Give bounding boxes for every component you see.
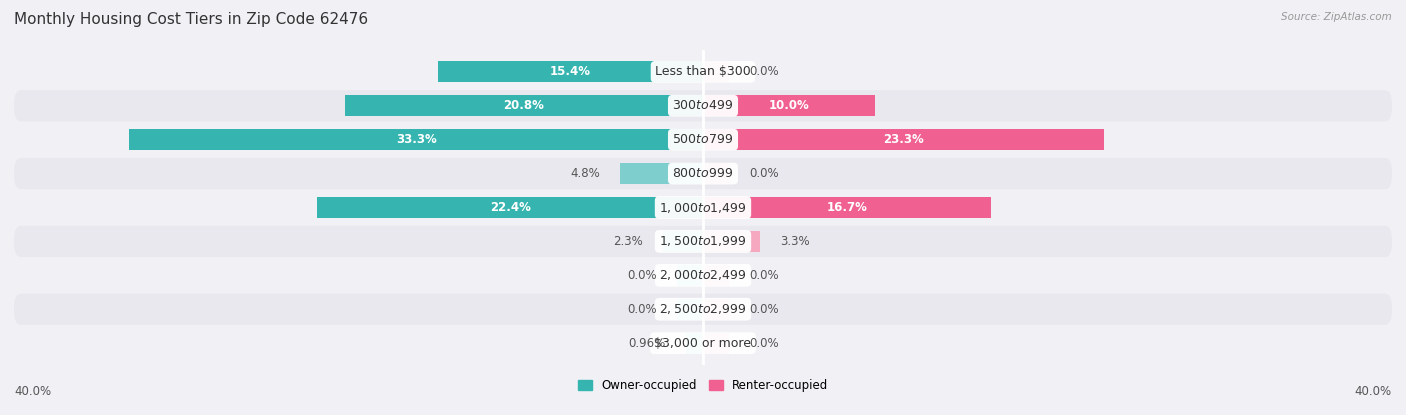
FancyBboxPatch shape [14, 90, 1392, 121]
Text: 0.0%: 0.0% [749, 269, 779, 282]
Text: 40.0%: 40.0% [1355, 386, 1392, 398]
Bar [344, 95, 703, 116]
Text: Source: ZipAtlas.com: Source: ZipAtlas.com [1281, 12, 1392, 22]
Bar [703, 265, 728, 286]
Bar [703, 197, 991, 218]
Text: 22.4%: 22.4% [489, 201, 530, 214]
Text: $800 to $999: $800 to $999 [672, 167, 734, 180]
Bar [703, 231, 759, 252]
Bar [129, 129, 703, 150]
Text: Less than $300: Less than $300 [655, 65, 751, 78]
Bar [318, 197, 703, 218]
FancyBboxPatch shape [14, 260, 1392, 291]
FancyBboxPatch shape [14, 226, 1392, 257]
Bar [703, 129, 1104, 150]
FancyBboxPatch shape [14, 294, 1392, 325]
FancyBboxPatch shape [14, 56, 1392, 88]
Text: $1,000 to $1,499: $1,000 to $1,499 [659, 200, 747, 215]
Text: 0.0%: 0.0% [749, 337, 779, 350]
Text: 0.0%: 0.0% [749, 303, 779, 316]
Text: 4.8%: 4.8% [569, 167, 599, 180]
Text: 0.0%: 0.0% [749, 65, 779, 78]
Text: $2,500 to $2,999: $2,500 to $2,999 [659, 302, 747, 316]
Text: 0.0%: 0.0% [627, 269, 657, 282]
Text: 10.0%: 10.0% [769, 99, 810, 112]
Bar [703, 61, 728, 82]
Text: 20.8%: 20.8% [503, 99, 544, 112]
Text: $3,000 or more: $3,000 or more [655, 337, 751, 350]
Text: 15.4%: 15.4% [550, 65, 591, 78]
Text: 2.3%: 2.3% [613, 235, 643, 248]
Text: 23.3%: 23.3% [883, 133, 924, 146]
Bar [703, 333, 728, 354]
Text: 16.7%: 16.7% [827, 201, 868, 214]
Bar [703, 163, 728, 184]
Text: $300 to $499: $300 to $499 [672, 99, 734, 112]
Legend: Owner-occupied, Renter-occupied: Owner-occupied, Renter-occupied [572, 375, 834, 397]
Text: $2,000 to $2,499: $2,000 to $2,499 [659, 269, 747, 282]
Text: 3.3%: 3.3% [780, 235, 810, 248]
Bar [678, 265, 703, 286]
Text: 0.96%: 0.96% [628, 337, 666, 350]
Text: 33.3%: 33.3% [396, 133, 437, 146]
Text: 0.0%: 0.0% [627, 303, 657, 316]
Text: $500 to $799: $500 to $799 [672, 133, 734, 146]
Bar [620, 163, 703, 184]
Text: Monthly Housing Cost Tiers in Zip Code 62476: Monthly Housing Cost Tiers in Zip Code 6… [14, 12, 368, 27]
Bar [664, 231, 703, 252]
Bar [703, 299, 728, 320]
Bar [703, 95, 875, 116]
FancyBboxPatch shape [14, 327, 1392, 359]
Bar [686, 333, 703, 354]
FancyBboxPatch shape [14, 124, 1392, 155]
Text: $1,500 to $1,999: $1,500 to $1,999 [659, 234, 747, 249]
FancyBboxPatch shape [14, 192, 1392, 223]
FancyBboxPatch shape [14, 158, 1392, 189]
Bar [437, 61, 703, 82]
Text: 40.0%: 40.0% [14, 386, 51, 398]
Text: 0.0%: 0.0% [749, 167, 779, 180]
Bar [678, 299, 703, 320]
